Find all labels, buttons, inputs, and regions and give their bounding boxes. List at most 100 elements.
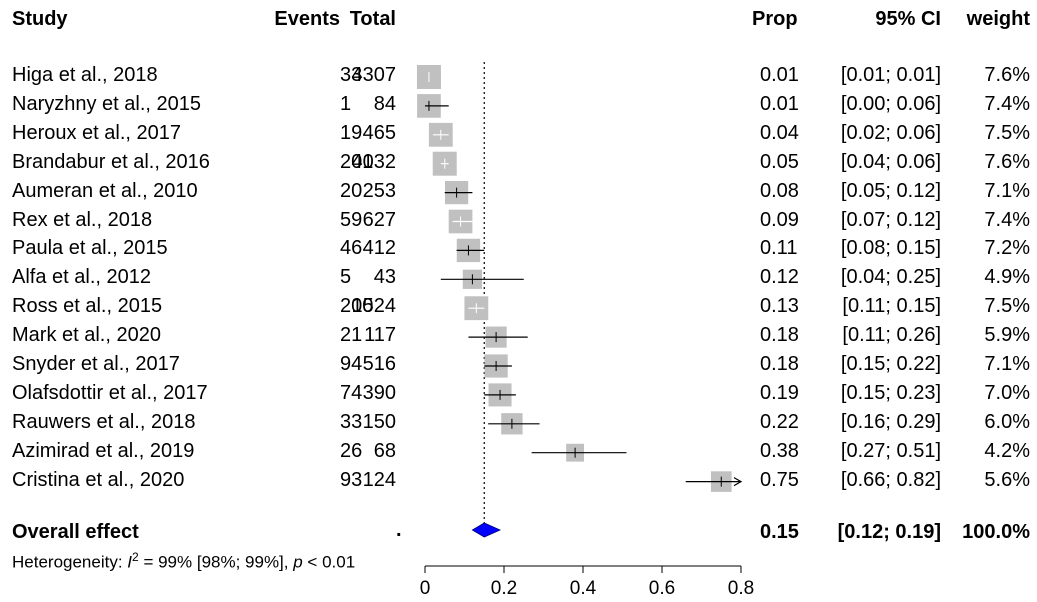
header-study: Study	[12, 8, 68, 30]
study-weight: 7.1%	[984, 179, 1030, 202]
study-total: 150	[362, 410, 396, 433]
study-total: 4307	[351, 64, 397, 86]
study-prop: 0.08	[760, 179, 799, 202]
study-name: Olafsdottir et al., 2017	[12, 381, 208, 404]
study-prop: 0.01	[760, 64, 799, 86]
study-ci: [0.08; 0.15]	[840, 237, 941, 260]
heterogeneity-i-symbol: I	[127, 552, 133, 572]
study-weight: 6.0%	[984, 410, 1030, 433]
study-total: 43	[373, 266, 396, 289]
study-ci-arrow	[733, 477, 743, 487]
study-prop: 0.18	[760, 353, 799, 375]
study-weight: 5.6%	[984, 468, 1030, 491]
study-weight: 4.9%	[984, 266, 1030, 289]
header-prop: Prop	[752, 8, 798, 30]
study-weight: 7.5%	[984, 295, 1030, 318]
study-total: 68	[373, 439, 396, 462]
heterogeneity-middle: = 99% [98%; 99%],	[138, 552, 294, 572]
study-weight: 7.6%	[984, 64, 1030, 86]
study-prop: 0.11	[760, 237, 798, 260]
overall-diamond	[471, 522, 502, 538]
study-name: Rauwers et al., 2018	[12, 410, 196, 433]
study-total: 124	[362, 468, 396, 491]
study-ci: [0.11; 0.26]	[842, 324, 941, 347]
header-weight: weight	[966, 8, 1030, 30]
study-total: 253	[362, 179, 396, 202]
study-total: 117	[364, 324, 396, 347]
study-ci: [0.04; 0.06]	[840, 150, 941, 173]
study-weight: 7.4%	[984, 92, 1030, 115]
study-weight: 7.1%	[984, 353, 1030, 375]
study-prop: 0.13	[760, 295, 799, 318]
heterogeneity-suffix: < 0.01	[302, 552, 356, 572]
study-ci: [0.07; 0.12]	[840, 208, 941, 231]
study-ci: [0.01; 0.01]	[840, 64, 941, 86]
study-name: Cristina et al., 2020	[12, 468, 185, 491]
overall-dot: .	[396, 519, 402, 541]
header-events: Events	[274, 8, 340, 30]
study-ci: [0.00; 0.06]	[840, 92, 941, 115]
study-ci: [0.04; 0.25]	[840, 266, 941, 289]
study-prop: 0.05	[760, 150, 799, 173]
x-axis-tick-label: 0.6	[649, 578, 675, 599]
heterogeneity-sup: 2	[132, 550, 139, 564]
study-weight: 4.2%	[984, 439, 1030, 462]
study-prop: 0.18	[760, 324, 799, 347]
overall-prop: 0.15	[760, 521, 799, 543]
x-axis-tick-label: 0.8	[728, 578, 754, 599]
study-prop: 0.12	[760, 266, 799, 289]
study-prop: 0.22	[760, 410, 799, 433]
x-axis-tick-label: 0.4	[570, 578, 597, 599]
study-prop: 0.09	[760, 208, 799, 231]
study-name: Paula et al., 2015	[12, 237, 168, 260]
heterogeneity-prefix: Heterogeneity:	[12, 552, 128, 572]
header-ci: 95% CI	[875, 8, 941, 30]
study-total: 412	[362, 237, 396, 260]
study-name: Naryzhny et al., 2015	[12, 92, 201, 115]
study-name: Rex et al., 2018	[12, 208, 153, 231]
study-total: 516	[362, 353, 396, 375]
study-ci: [0.02; 0.06]	[840, 121, 941, 144]
study-ci: [0.11; 0.15]	[842, 295, 941, 318]
study-name: Aumeran et al., 2010	[12, 179, 198, 202]
study-total: 390	[362, 381, 396, 404]
study-name: Ross et al., 2015	[12, 295, 163, 318]
study-ci: [0.05; 0.12]	[840, 179, 941, 202]
study-prop: 0.75	[760, 468, 799, 491]
study-total: 84	[373, 92, 396, 115]
study-ci: [0.15; 0.23]	[840, 381, 941, 404]
overall-label: Overall effect	[12, 521, 139, 543]
study-name: Heroux et al., 2017	[12, 121, 181, 144]
study-weight: 7.0%	[984, 381, 1030, 404]
study-weight: 7.5%	[984, 121, 1030, 144]
study-name: Brandabur et al., 2016	[12, 150, 210, 173]
study-name: Mark et al., 2020	[12, 324, 161, 347]
header-total: Total	[349, 8, 396, 30]
heterogeneity-text: Heterogeneity: I2 = 99% [98%; 99%], p < …	[12, 550, 355, 573]
study-name: Azimirad et al., 2019	[12, 439, 195, 462]
study-prop: 0.04	[760, 121, 799, 144]
study-weight: 5.9%	[984, 324, 1030, 347]
study-weight: 7.4%	[984, 208, 1030, 231]
study-ci: [0.16; 0.29]	[840, 410, 941, 433]
overall-ci: [0.12; 0.19]	[837, 521, 941, 543]
study-ci: [0.15; 0.22]	[840, 353, 941, 375]
study-ci: [0.66; 0.82]	[840, 468, 941, 491]
study-name: Alfa et al., 2012	[12, 266, 151, 289]
study-name: Snyder et al., 2017	[12, 353, 180, 375]
study-weight: 7.2%	[984, 237, 1030, 260]
study-weight: 7.6%	[984, 150, 1030, 173]
study-total: 465	[362, 121, 396, 144]
study-total: 4032	[351, 150, 397, 173]
heterogeneity-p-symbol: p	[293, 552, 303, 572]
overall-weight: 100.0%	[962, 521, 1030, 543]
x-axis-tick-label: 0	[420, 578, 431, 599]
study-prop: 0.19	[760, 381, 799, 404]
study-prop: 0.38	[760, 439, 799, 462]
study-prop: 0.01	[760, 92, 799, 115]
x-axis-tick-label: 0.2	[491, 578, 517, 599]
study-total: 1524	[351, 295, 397, 318]
study-total: 627	[362, 208, 396, 231]
study-ci: [0.27; 0.51]	[840, 439, 941, 462]
